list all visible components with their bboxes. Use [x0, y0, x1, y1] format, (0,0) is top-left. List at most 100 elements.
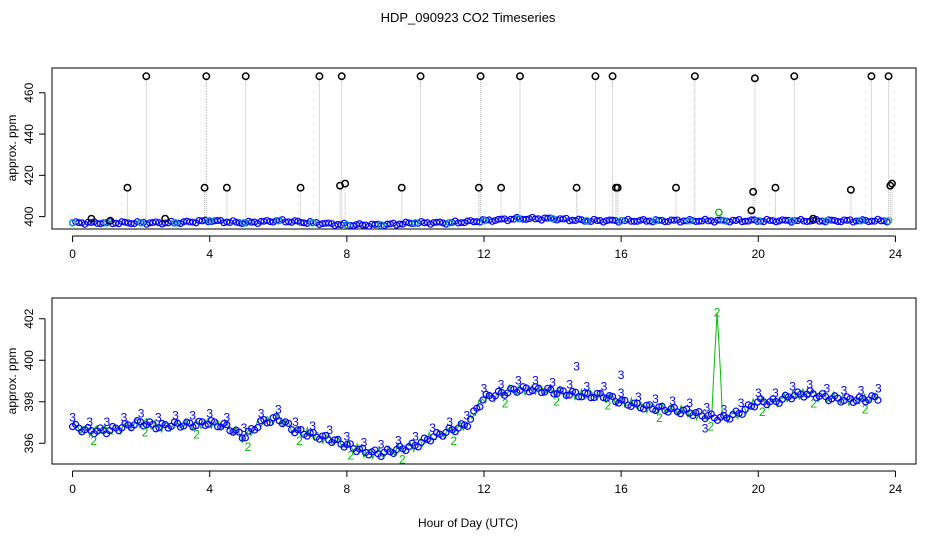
averaged-point — [868, 392, 876, 400]
averaged-data-label: 3 — [755, 386, 762, 400]
averaged-data-label: 3 — [292, 415, 299, 429]
averaged-point — [331, 436, 339, 444]
averaged-point — [692, 409, 700, 417]
baseline-data-point — [754, 216, 763, 225]
highlighted-data-label: 3 — [618, 368, 625, 382]
averaged-data-label: 3 — [481, 382, 488, 396]
baseline-data-point — [788, 216, 797, 225]
bottom-y-tick-label: 400 — [22, 350, 36, 370]
bottom-x-tick-label: 24 — [889, 482, 903, 496]
baseline-point — [300, 219, 308, 227]
averaged-point — [284, 419, 293, 428]
averaged-data-label: 3 — [515, 373, 522, 387]
baseline-point — [291, 217, 299, 225]
averaged-data-label: 3 — [378, 438, 385, 452]
baseline-point — [436, 218, 444, 226]
flagged-point — [715, 208, 723, 217]
averaged-data-label: 3 — [875, 382, 882, 396]
averaged-point — [479, 396, 487, 404]
raw-data-label: 2 — [450, 434, 457, 448]
baseline-data-point — [548, 214, 557, 223]
baseline-point — [834, 217, 842, 225]
averaged-data-label: 3 — [464, 409, 471, 423]
baseline-point — [868, 217, 876, 225]
spike-point — [747, 206, 756, 215]
spike-point — [241, 72, 250, 81]
spike-point — [749, 187, 758, 196]
spike-point — [476, 72, 485, 81]
averaged-data-label: 3 — [344, 429, 351, 443]
baseline-point — [522, 215, 530, 223]
averaged-point — [223, 421, 231, 429]
averaged-data-label: 3 — [772, 386, 779, 400]
spike-point — [750, 74, 759, 83]
baseline-data-point — [823, 216, 831, 225]
averaged-point — [263, 419, 271, 427]
averaged-point — [507, 384, 515, 393]
averaged-data-label: 3 — [635, 390, 642, 404]
spike-point — [142, 72, 151, 81]
averaged-point — [556, 386, 564, 394]
averaged-point — [241, 434, 249, 442]
baseline-point — [559, 215, 567, 223]
baseline-point — [781, 216, 789, 224]
spike-point — [341, 179, 350, 188]
raw-data-label: 2 — [296, 434, 303, 448]
averaged-point — [294, 426, 302, 434]
averaged-data-label: 3 — [841, 384, 848, 398]
y-axis-label-top: approx. ppm — [5, 115, 19, 182]
x-axis-label: Hour of Day (UTC) — [418, 516, 518, 530]
top-y-tick-label: 400 — [22, 206, 36, 226]
baseline-point — [248, 218, 256, 226]
baseline-point — [831, 216, 839, 224]
baseline-data-point — [617, 216, 625, 225]
baseline-data-point — [205, 216, 214, 225]
bottom-x-tick-label: 0 — [69, 482, 76, 496]
baseline-point — [883, 218, 891, 226]
baseline-point — [633, 217, 641, 225]
raw-data-label: 2 — [348, 448, 355, 462]
baseline-point — [852, 217, 860, 225]
spike-point — [161, 214, 170, 223]
baseline-data-point — [720, 216, 728, 225]
baseline-data-point — [857, 216, 865, 225]
baseline-point — [396, 220, 404, 228]
top-y-tick-label: 440 — [22, 124, 36, 144]
averaged-data-label: 3 — [721, 402, 728, 416]
averaged-data-label: 3 — [806, 377, 813, 391]
baseline-point — [127, 220, 135, 228]
averaged-point — [254, 423, 262, 432]
baseline-point — [497, 215, 505, 223]
baseline-point — [214, 217, 222, 225]
baseline-point — [843, 216, 851, 224]
spike-point — [690, 72, 699, 81]
averaged-data-label: 3 — [738, 396, 745, 410]
baseline-point — [457, 219, 465, 227]
baseline-data-point — [685, 216, 694, 225]
averaged-data-label: 3 — [446, 415, 453, 429]
averaged-point — [593, 389, 601, 398]
averaged-data-label: 3 — [69, 411, 76, 425]
averaged-data-label: 3 — [155, 411, 162, 425]
averaged-data-label: 3 — [618, 386, 625, 400]
averaged-point — [618, 396, 626, 404]
baseline-data-point — [68, 219, 77, 227]
baseline-point — [575, 215, 583, 223]
spike-point — [516, 72, 524, 81]
baseline-point — [741, 217, 749, 225]
averaged-data-label: 3 — [686, 396, 693, 410]
baseline-point — [263, 216, 271, 224]
averaged-point — [214, 423, 222, 431]
averaged-point — [238, 434, 246, 442]
spike-point — [123, 183, 132, 192]
raw-data-label: 2 — [553, 394, 560, 408]
averaged-point — [599, 393, 607, 402]
averaged-point — [750, 403, 759, 411]
baseline-data-point — [445, 219, 454, 227]
raw-data-label: 2 — [810, 396, 817, 410]
averaged-point — [636, 404, 644, 412]
spike-point — [867, 72, 876, 81]
baseline-point — [118, 218, 126, 226]
spike-point — [572, 183, 581, 192]
spike-point — [591, 72, 600, 81]
